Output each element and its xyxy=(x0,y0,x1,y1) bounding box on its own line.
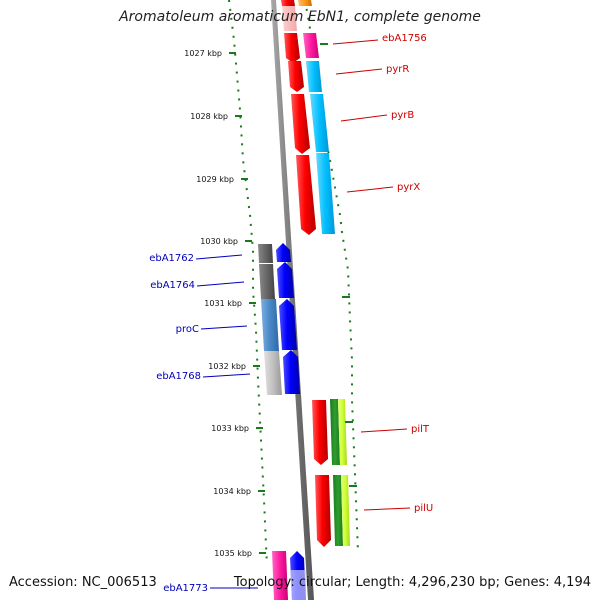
gene-ebA1756-cds xyxy=(284,33,300,63)
gc-dotted-curve-left xyxy=(228,0,268,566)
label-ebA1756[interactable]: ebA1756 xyxy=(332,33,427,45)
label-ebA1773[interactable]: ebA1773 xyxy=(163,583,258,594)
gene-pyrR-cog xyxy=(306,61,322,92)
gene-pilT-cds xyxy=(312,400,328,465)
accession-text: Accession: NC_006513 xyxy=(9,575,157,590)
tick-label: 1035 kbp xyxy=(214,549,252,558)
gene-label-text[interactable]: ebA1768 xyxy=(156,371,201,382)
gene-label-text[interactable]: pyrR xyxy=(386,64,409,75)
gene-label-text[interactable]: pilU xyxy=(414,503,433,514)
gene-proC-cds xyxy=(279,299,297,350)
gene-pilU-cog-lime xyxy=(341,475,350,546)
label-pyrB[interactable]: pyrB xyxy=(340,110,414,122)
genome-summary-text: Topology: circular; Length: 4,296,230 bp… xyxy=(233,575,591,590)
label-pyrX[interactable]: pyrX xyxy=(346,182,420,193)
gene-pyrX-cds xyxy=(296,155,316,235)
gene-pilU-cog-green xyxy=(333,475,343,546)
gene-pyrB-cog xyxy=(310,94,329,152)
gene-label-text[interactable]: ebA1756 xyxy=(382,33,427,44)
gene-pilT-cog-lime xyxy=(338,399,347,465)
gene-ebA1768-cds xyxy=(283,350,300,394)
gene-ebA1756-cog xyxy=(303,33,319,58)
tick-1032: 1032 kbp xyxy=(208,362,260,371)
map-title: Aromatoleum aromaticum EbN1, complete ge… xyxy=(119,9,481,25)
gene-ebA1762-cds xyxy=(276,243,291,262)
gene-pyrR-cds xyxy=(288,61,304,92)
tick-label: 1033 kbp xyxy=(211,424,249,433)
coordinate-ruler: 1027 kbp 1028 kbp 1029 kbp 1030 kbp 1031… xyxy=(184,43,357,558)
forward-strand-track xyxy=(281,0,350,547)
tick-label: 1031 kbp xyxy=(204,299,242,308)
tick-label: 1034 kbp xyxy=(213,487,251,496)
tick-label: 1028 kbp xyxy=(190,112,228,121)
gene-label-text[interactable]: ebA1773 xyxy=(163,583,208,594)
gene-ebA1773-cog xyxy=(272,551,288,600)
label-ebA1764[interactable]: ebA1764 xyxy=(150,280,245,291)
tick-label: 1032 kbp xyxy=(208,362,246,371)
tick-1033: 1033 kbp xyxy=(211,424,263,433)
gene-pyrX-cog xyxy=(316,153,335,234)
reverse-strand-track xyxy=(258,243,306,600)
tick-label: 1029 kbp xyxy=(196,175,234,184)
gene-forward-partial-top xyxy=(281,0,295,6)
gene-proC-cog xyxy=(261,299,279,351)
tick-1031: 1031 kbp xyxy=(204,299,256,308)
gc-content-track xyxy=(228,0,359,566)
gene-ebA1764-cog xyxy=(259,264,275,299)
gene-label-text[interactable]: pyrX xyxy=(397,182,420,193)
genome-backbone xyxy=(271,0,314,600)
reverse-gene-labels: ebA1762 ebA1764 proC ebA1768 ebA1773 xyxy=(149,253,258,594)
gene-label-text[interactable]: pilT xyxy=(411,424,430,435)
gene-forward-partial-top-pink xyxy=(282,6,297,31)
label-proC[interactable]: proC xyxy=(176,324,248,335)
tick-1035: 1035 kbp xyxy=(214,549,266,558)
label-pilT[interactable]: pilT xyxy=(360,424,430,435)
label-ebA1762[interactable]: ebA1762 xyxy=(149,253,243,264)
tick-1029: 1029 kbp xyxy=(196,175,248,184)
tick-label: 1030 kbp xyxy=(200,237,238,246)
gene-ebA1762-cog xyxy=(258,244,273,263)
gene-ebA1764-cds xyxy=(277,262,294,298)
forward-gene-labels: ebA1756 pyrR pyrB pyrX pilT pilU xyxy=(332,33,433,514)
gene-pilU-cds xyxy=(315,475,331,547)
tick-1030: 1030 kbp xyxy=(200,237,252,246)
label-pyrR[interactable]: pyrR xyxy=(335,64,409,75)
tick-1027: 1027 kbp xyxy=(184,49,236,58)
gene-pilT-cog-green xyxy=(330,399,340,465)
gene-forward-partial-top-cog xyxy=(298,0,312,6)
gene-ebA1768-cog xyxy=(264,351,282,395)
gene-ebA1773-cds-pale xyxy=(290,570,306,600)
tick-1028: 1028 kbp xyxy=(190,112,242,121)
gene-label-text[interactable]: ebA1764 xyxy=(150,280,195,291)
gene-label-text[interactable]: ebA1762 xyxy=(149,253,194,264)
label-pilU[interactable]: pilU xyxy=(363,503,433,514)
gene-pyrB-cds xyxy=(291,94,310,154)
gene-label-text[interactable]: proC xyxy=(176,324,199,335)
gene-label-text[interactable]: pyrB xyxy=(391,110,414,121)
tick-label: 1027 kbp xyxy=(184,49,222,58)
tick-1034: 1034 kbp xyxy=(213,487,265,496)
label-ebA1768[interactable]: ebA1768 xyxy=(156,371,251,382)
